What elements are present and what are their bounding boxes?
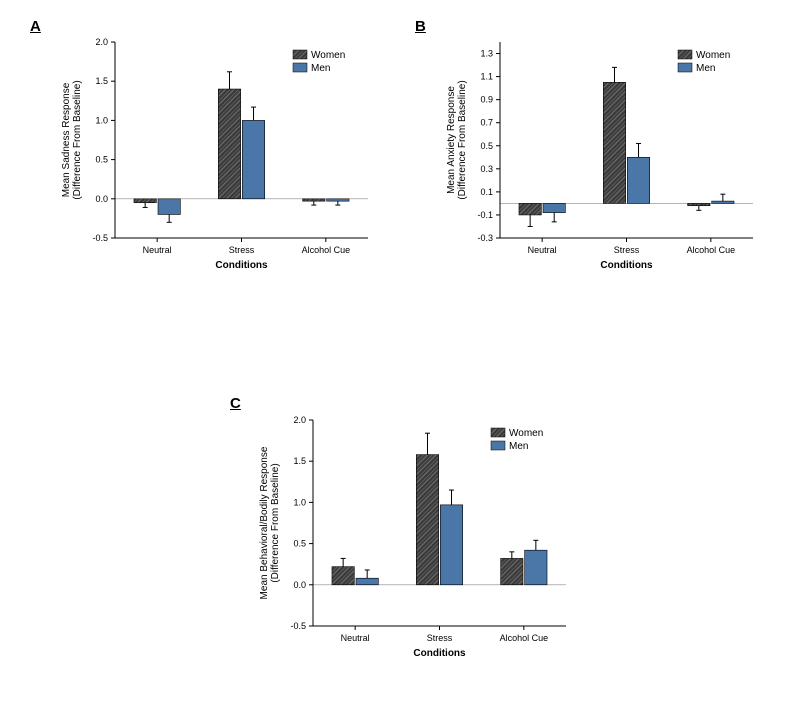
bar-men xyxy=(525,550,547,585)
bar-women xyxy=(501,558,523,584)
legend-swatch-women xyxy=(678,50,692,59)
bar-men xyxy=(242,120,264,198)
panel-label-b: B xyxy=(415,18,426,35)
bar-men xyxy=(356,578,378,585)
svg-text:0.3: 0.3 xyxy=(480,164,493,174)
svg-text:0.0: 0.0 xyxy=(95,194,108,204)
panel-label-a: A xyxy=(30,18,41,35)
svg-text:1.1: 1.1 xyxy=(480,72,493,82)
bar-men xyxy=(158,199,180,215)
svg-text:Neutral: Neutral xyxy=(143,245,172,255)
svg-text:0.1: 0.1 xyxy=(480,187,493,197)
legend-swatch-men xyxy=(678,63,692,72)
bar-women xyxy=(134,199,156,203)
svg-text:Stress: Stress xyxy=(427,633,453,643)
svg-text:0.7: 0.7 xyxy=(480,118,493,128)
svg-text:Conditions: Conditions xyxy=(413,648,466,659)
bar-women xyxy=(416,455,438,585)
bar-men xyxy=(543,203,565,212)
legend-swatch-women xyxy=(491,428,505,437)
svg-text:0.5: 0.5 xyxy=(95,155,108,165)
bar-men xyxy=(627,157,649,203)
svg-text:Alcohol Cue: Alcohol Cue xyxy=(302,245,351,255)
bar-women xyxy=(303,199,325,201)
legend: Women Men xyxy=(491,428,543,452)
legend-label-women: Women xyxy=(311,50,345,61)
chart-a: -0.5 0.0 0.5 1.0 1.5 2.0 Neutral Stress Alcohol … xyxy=(60,30,380,280)
svg-text:Alcohol Cue: Alcohol Cue xyxy=(687,245,736,255)
svg-text:Alcohol Cue: Alcohol Cue xyxy=(500,633,549,643)
legend: Women Men xyxy=(678,50,730,74)
svg-text:1.5: 1.5 xyxy=(95,76,108,86)
svg-text:0.0: 0.0 xyxy=(293,580,306,590)
svg-text:Mean Sadness Response(Differen: Mean Sadness Response(Difference From Ba… xyxy=(61,80,83,199)
chart-c: -0.5 0.0 0.5 1.0 1.5 2.0 Neutral Stress Alcohol … xyxy=(258,408,578,668)
bar-men xyxy=(327,199,349,201)
svg-text:Neutral: Neutral xyxy=(341,633,370,643)
svg-text:0.9: 0.9 xyxy=(480,95,493,105)
svg-text:Conditions: Conditions xyxy=(215,260,268,271)
svg-text:Stress: Stress xyxy=(614,245,640,255)
chart-b: -0.3 -0.1 0.1 0.3 0.5 0.7 0.9 1.1 1.3 Neutral Stre… xyxy=(445,30,765,280)
svg-text:0.5: 0.5 xyxy=(480,141,493,151)
svg-text:2.0: 2.0 xyxy=(95,37,108,47)
legend-label-men: Men xyxy=(509,441,528,452)
svg-text:2.0: 2.0 xyxy=(293,415,306,425)
legend-label-men: Men xyxy=(696,63,715,74)
bar-women xyxy=(218,89,240,199)
svg-text:1.0: 1.0 xyxy=(95,115,108,125)
bar-women xyxy=(688,203,710,205)
bar-men xyxy=(712,201,734,203)
legend-label-women: Women xyxy=(696,50,730,61)
svg-text:-0.5: -0.5 xyxy=(92,233,108,243)
svg-text:1.0: 1.0 xyxy=(293,497,306,507)
bar-women xyxy=(332,567,354,585)
svg-text:-0.1: -0.1 xyxy=(477,210,493,220)
legend-swatch-men xyxy=(293,63,307,72)
legend-swatch-men xyxy=(491,441,505,450)
svg-text:-0.3: -0.3 xyxy=(477,233,493,243)
svg-text:-0.5: -0.5 xyxy=(290,621,306,631)
svg-text:Mean Behavioral/Bodily Respons: Mean Behavioral/Bodily Response(Differen… xyxy=(259,446,281,599)
svg-text:Stress: Stress xyxy=(229,245,255,255)
svg-text:Neutral: Neutral xyxy=(528,245,557,255)
bar-women xyxy=(603,82,625,203)
svg-text:0.5: 0.5 xyxy=(293,539,306,549)
legend-label-women: Women xyxy=(509,428,543,439)
bar-men xyxy=(440,505,462,585)
legend-label-men: Men xyxy=(311,63,330,74)
figure-page: { "colors": { "women": "#3a3a3a", "men":… xyxy=(0,0,800,705)
panel-label-c: C xyxy=(230,395,241,412)
svg-text:Mean Anxiety Response(Differen: Mean Anxiety Response(Difference From Ba… xyxy=(446,80,468,199)
svg-text:Conditions: Conditions xyxy=(600,260,653,271)
legend-swatch-women xyxy=(293,50,307,59)
bar-women xyxy=(519,203,541,215)
svg-text:1.3: 1.3 xyxy=(480,49,493,59)
legend: Women Men xyxy=(293,50,345,74)
svg-text:1.5: 1.5 xyxy=(293,456,306,466)
